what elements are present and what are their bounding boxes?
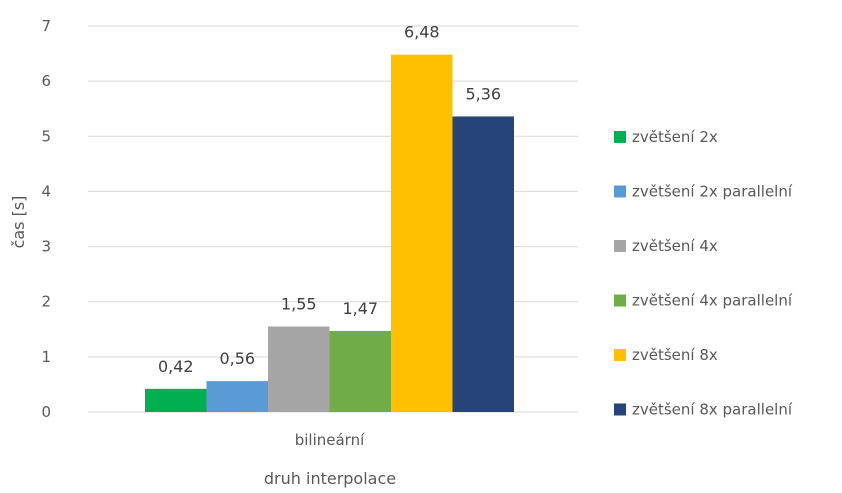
x-axis-title: druh interpolace [264, 469, 396, 488]
data-label: 6,48 [404, 23, 440, 42]
legend-label: zvětšení 4x parallelní [632, 292, 793, 310]
legend-label: zvětšení 2x parallelní [632, 183, 793, 201]
y-tick-label: 2 [41, 293, 51, 311]
data-label: 1,47 [342, 299, 378, 318]
bar [329, 330, 391, 412]
data-labels: 0,42 0,56 1,55 1,47 6,48 5,36 [158, 23, 501, 376]
y-tick-label: 4 [41, 182, 51, 200]
y-tick-label: 3 [41, 238, 51, 256]
data-label: 1,55 [281, 295, 317, 314]
bar [145, 388, 207, 412]
legend-swatch [614, 185, 626, 198]
bar [268, 326, 330, 412]
y-axis-title: čas [s] [9, 196, 28, 249]
x-category-label: bilineární [295, 431, 365, 449]
data-label: 5,36 [465, 84, 501, 103]
legend-swatch [614, 349, 626, 361]
y-tick-label: 6 [41, 72, 51, 90]
y-tick-label: 0 [41, 403, 51, 421]
legend-swatch [614, 131, 626, 143]
legend-label: zvětšení 2x [632, 128, 718, 146]
y-tick-label: 1 [41, 348, 51, 366]
legend-swatch [614, 240, 626, 252]
bar [452, 116, 514, 412]
legend-label: zvětšení 8x parallelní [632, 401, 793, 419]
data-label: 0,56 [219, 349, 255, 368]
grid-lines [88, 25, 578, 413]
legend: zvětšení 2x zvětšení 2x parallelní zvětšen… [614, 128, 793, 419]
y-axis-ticks: 0 1 2 3 4 5 6 7 [41, 17, 51, 421]
x-axis-categories: bilineární [295, 431, 365, 449]
bars [145, 54, 514, 412]
y-tick-label: 7 [41, 17, 51, 35]
legend-label: zvětšení 8x [632, 346, 718, 364]
y-tick-label: 5 [41, 127, 51, 145]
legend-label: zvětšení 4x [632, 237, 718, 255]
bar [391, 54, 453, 412]
bar [206, 381, 268, 412]
data-label: 0,42 [158, 357, 194, 376]
legend-swatch [614, 403, 626, 416]
legend-swatch [614, 294, 626, 307]
